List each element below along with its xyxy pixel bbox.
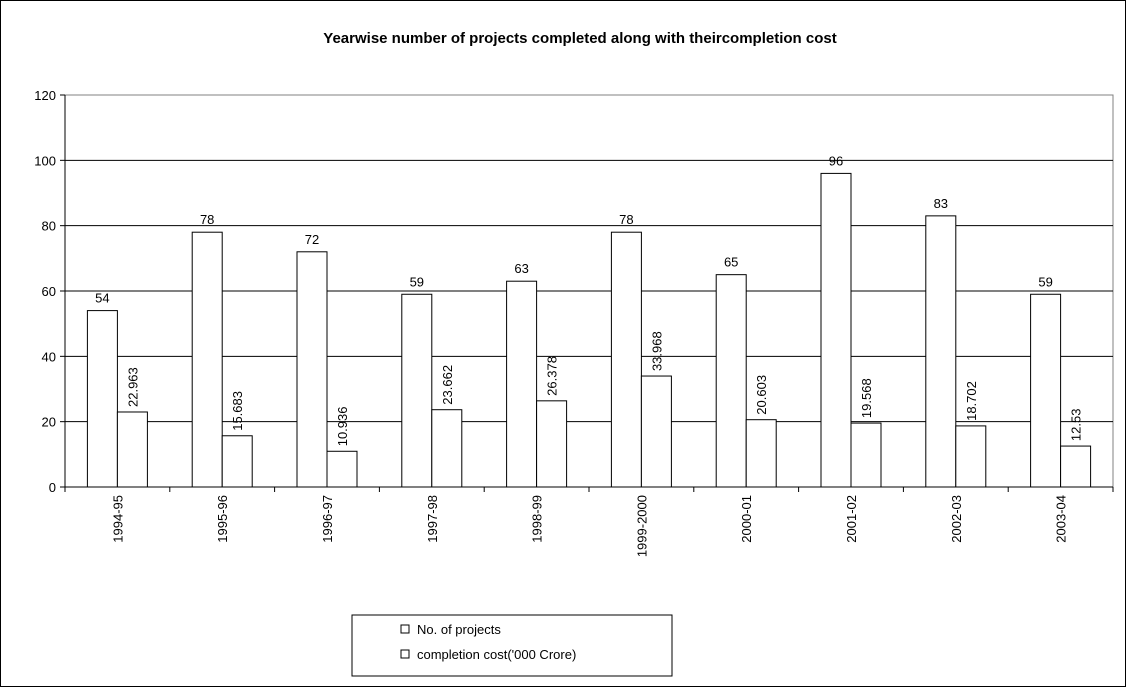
bar bbox=[1060, 445, 1092, 488]
value-label: 59 bbox=[1038, 274, 1052, 289]
value-label: 78 bbox=[619, 212, 633, 227]
bar bbox=[820, 172, 852, 488]
y-tick-label: 20 bbox=[42, 415, 56, 430]
bar bbox=[536, 400, 568, 488]
x-tick-label: 1998-99 bbox=[530, 495, 545, 543]
bar bbox=[191, 231, 223, 488]
bar bbox=[850, 422, 882, 488]
value-label: 23.662 bbox=[440, 365, 455, 405]
bar bbox=[86, 310, 118, 488]
value-label: 33.968 bbox=[649, 331, 664, 371]
value-label: 54 bbox=[95, 291, 109, 306]
value-label: 18.702 bbox=[964, 381, 979, 421]
value-label: 96 bbox=[829, 153, 843, 168]
x-tick-label: 2002-03 bbox=[949, 495, 964, 543]
x-tick-label: 2000-01 bbox=[739, 495, 754, 543]
value-label: 22.963 bbox=[125, 367, 140, 407]
value-label: 10.936 bbox=[335, 407, 350, 447]
bar bbox=[401, 293, 433, 488]
bar bbox=[116, 411, 148, 488]
value-label: 59 bbox=[410, 274, 424, 289]
bar bbox=[610, 231, 642, 488]
bar bbox=[221, 435, 253, 488]
bar bbox=[640, 375, 672, 488]
value-label: 15.683 bbox=[230, 391, 245, 431]
legend-swatch bbox=[400, 649, 410, 659]
x-tick-label: 1997-98 bbox=[425, 495, 440, 543]
x-tick-label: 1999-2000 bbox=[634, 495, 649, 557]
y-tick-label: 80 bbox=[42, 219, 56, 234]
x-tick-label: 2001-02 bbox=[844, 495, 859, 543]
x-tick-label: 1995-96 bbox=[215, 495, 230, 543]
chart-title: Yearwise number of projects completed al… bbox=[323, 30, 836, 47]
y-tick-label: 120 bbox=[34, 88, 56, 103]
x-tick-label: 2003-04 bbox=[1054, 495, 1069, 543]
y-tick-label: 100 bbox=[34, 153, 56, 168]
value-label: 65 bbox=[724, 255, 738, 270]
bar bbox=[715, 274, 747, 488]
bar bbox=[296, 251, 328, 488]
legend-label: completion cost('000 Crore) bbox=[417, 647, 576, 662]
y-tick-label: 60 bbox=[42, 284, 56, 299]
value-label: 26.378 bbox=[545, 356, 560, 396]
bar bbox=[925, 215, 957, 488]
y-tick-label: 40 bbox=[42, 349, 56, 364]
legend-box bbox=[351, 614, 673, 677]
x-tick-label: 1994-95 bbox=[110, 495, 125, 543]
legend-label: No. of projects bbox=[417, 622, 501, 637]
bar bbox=[1030, 293, 1062, 488]
bar bbox=[745, 419, 777, 488]
bar bbox=[326, 450, 358, 488]
value-label: 63 bbox=[514, 261, 528, 276]
value-label: 19.568 bbox=[859, 378, 874, 418]
value-label: 20.603 bbox=[754, 375, 769, 415]
value-label: 12.53 bbox=[1069, 409, 1084, 442]
value-label: 72 bbox=[305, 232, 319, 247]
legend-swatch bbox=[400, 624, 410, 634]
value-label: 83 bbox=[934, 196, 948, 211]
x-tick-label: 1996-97 bbox=[320, 495, 335, 543]
bar bbox=[955, 425, 987, 488]
bar bbox=[506, 280, 538, 488]
y-tick-label: 0 bbox=[49, 480, 56, 495]
value-label: 78 bbox=[200, 212, 214, 227]
bar bbox=[431, 409, 463, 488]
